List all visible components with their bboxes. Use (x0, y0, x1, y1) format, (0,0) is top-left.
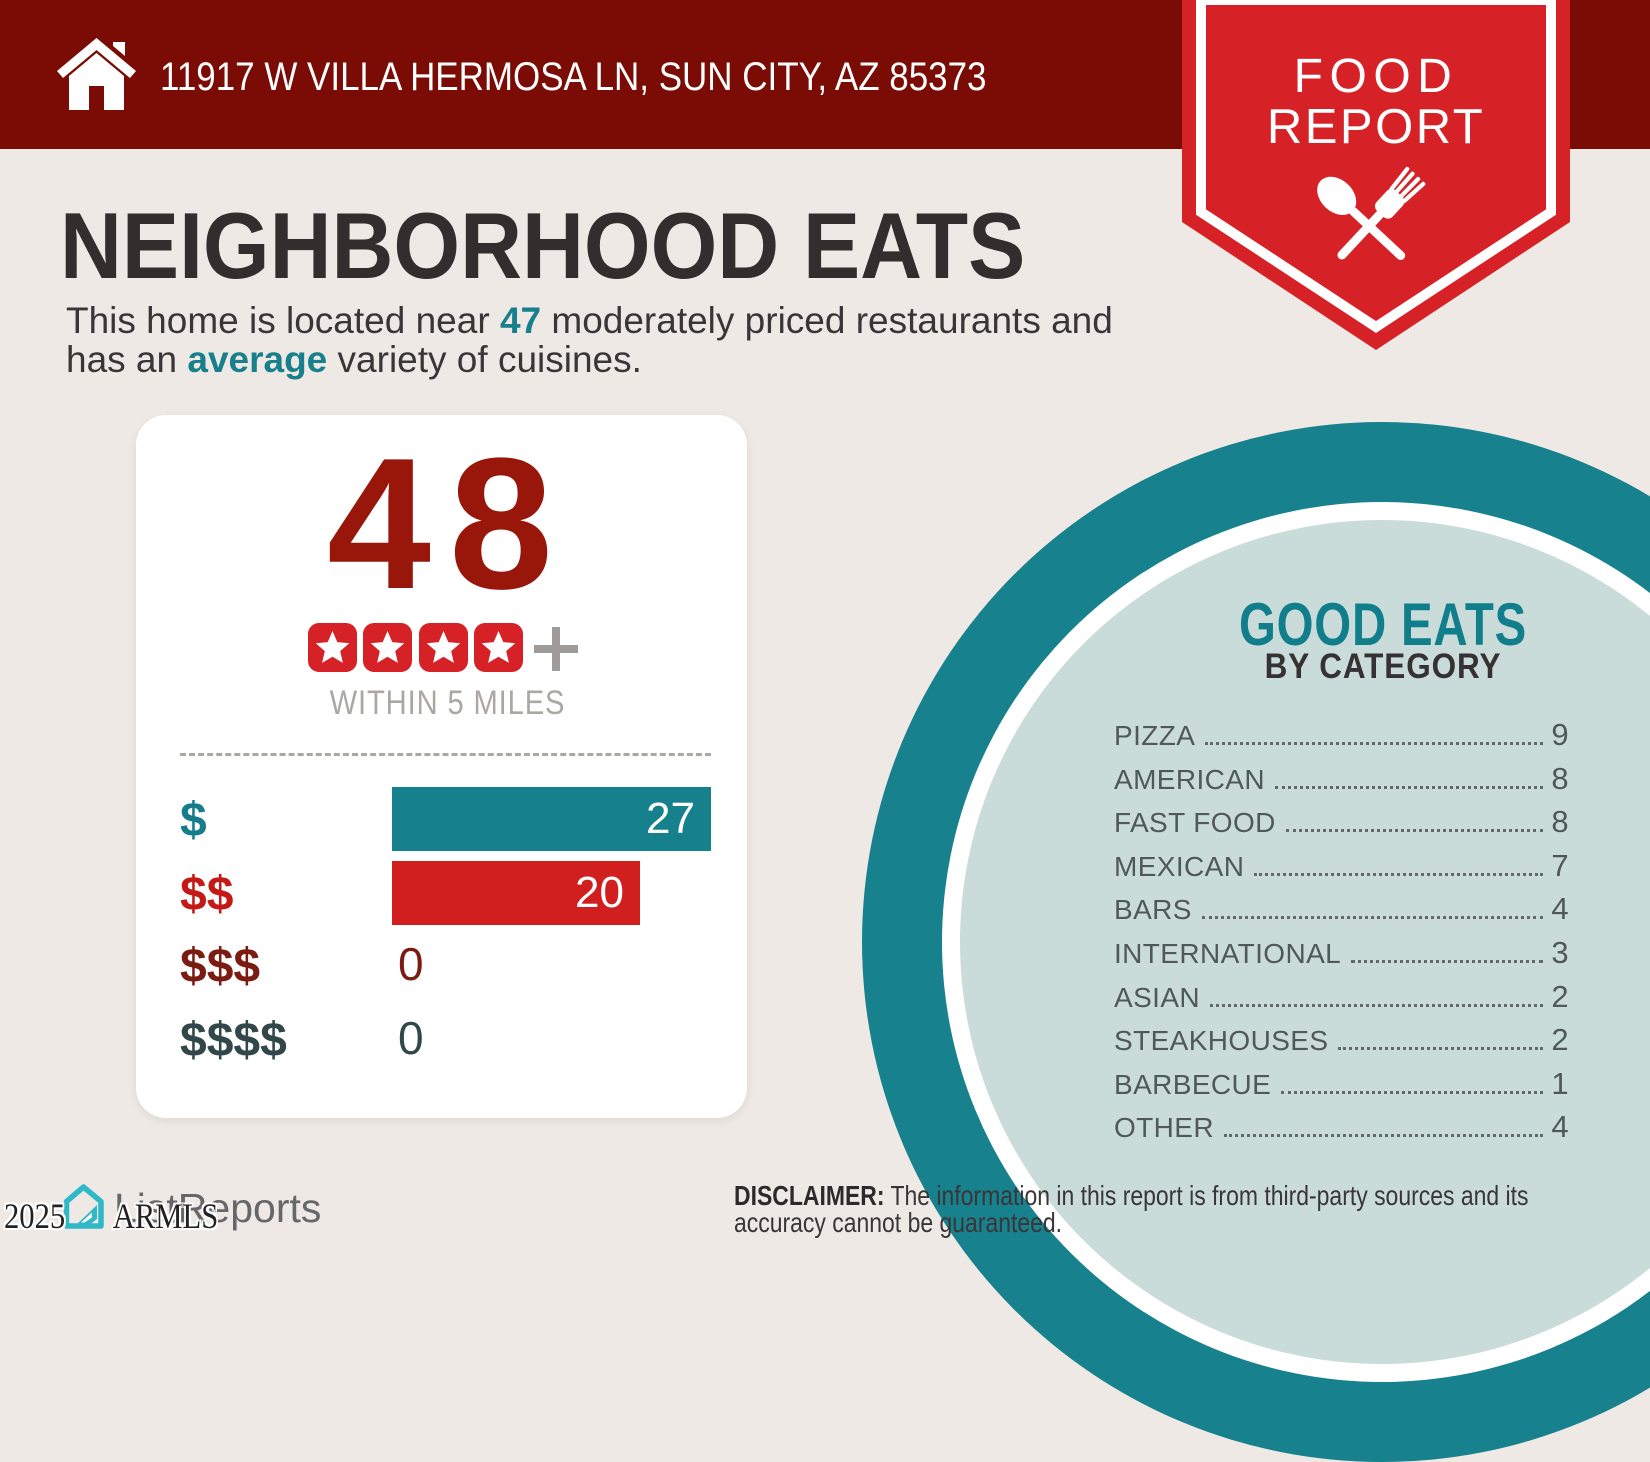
svg-text:REPORT: REPORT (1267, 100, 1485, 154)
svg-text:FOOD: FOOD (1294, 50, 1459, 103)
